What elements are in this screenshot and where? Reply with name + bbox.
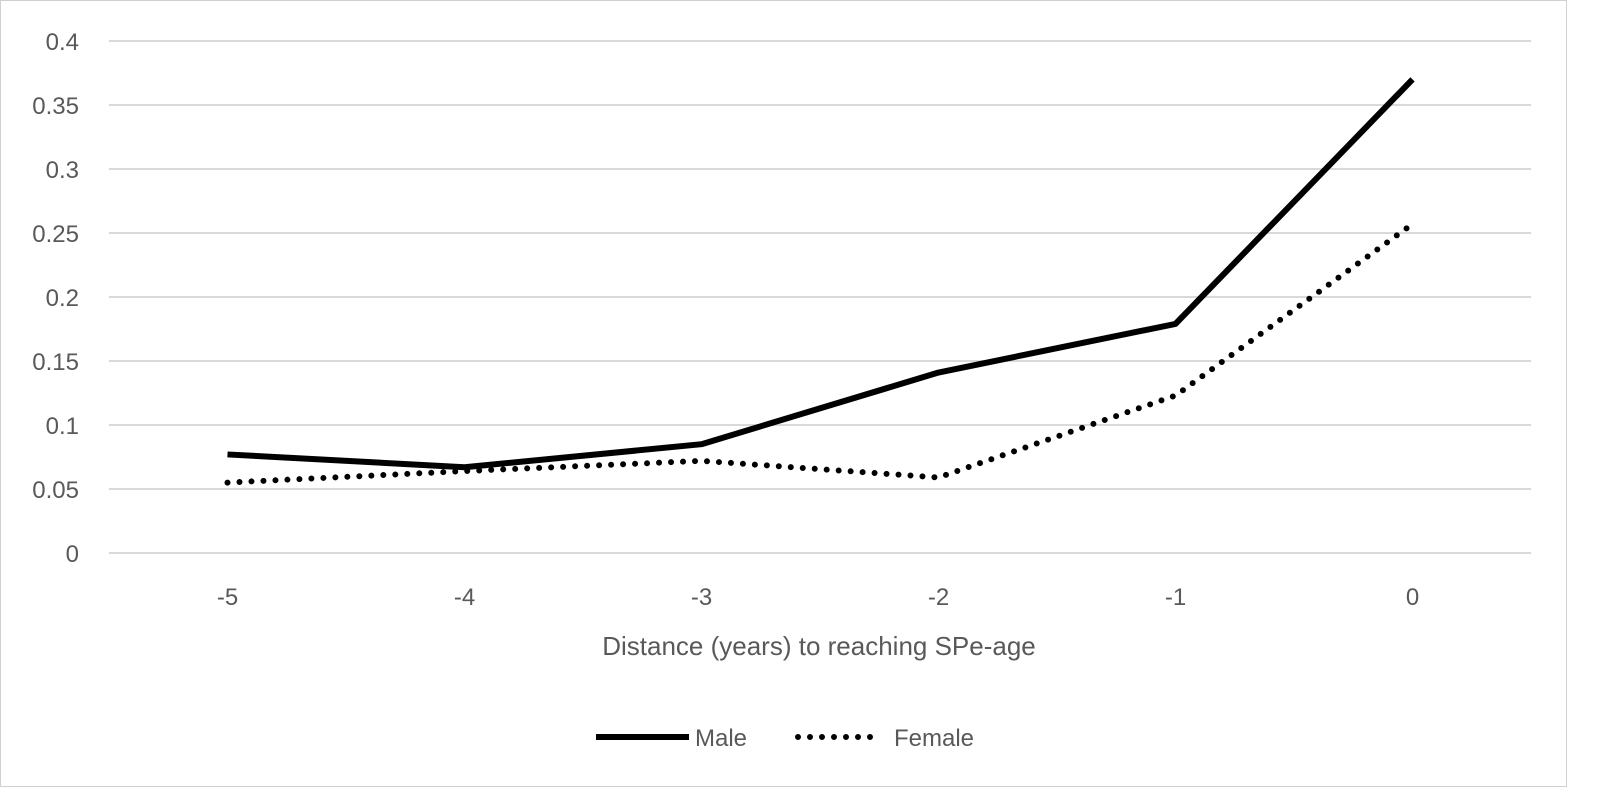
y-tick-label: 0 xyxy=(66,541,79,568)
chart-frame: 0 0.05 0.1 0.15 0.2 0.25 0.3 0.35 0.4 -5 -4 -3 -2 -1… xyxy=(0,0,1567,787)
x-tick-label: -1 xyxy=(1165,584,1186,611)
x-tick-label: 0 xyxy=(1406,584,1419,611)
x-tick-label: -5 xyxy=(217,584,238,611)
y-tick-label: 0.2 xyxy=(46,285,79,312)
x-tick-label: -2 xyxy=(928,584,949,611)
y-tick-label: 0.3 xyxy=(46,157,79,184)
y-tick-label: 0.1 xyxy=(46,413,79,440)
series-lines xyxy=(224,77,1416,486)
legend: Male Female xyxy=(596,725,974,752)
series-line-male xyxy=(227,77,1415,471)
y-tick-label: 0.25 xyxy=(32,221,79,248)
y-tick-label: 0.05 xyxy=(32,477,79,504)
y-tick-label: 0.15 xyxy=(32,349,79,376)
y-tick-label: 0.35 xyxy=(32,93,79,120)
gridlines xyxy=(109,40,1531,554)
x-axis-ticks: -5 -4 -3 -2 -1 0 xyxy=(217,584,1419,611)
x-tick-label: -3 xyxy=(691,584,712,611)
x-axis-label: Distance (years) to reaching SPe-age xyxy=(602,631,1036,661)
y-tick-label: 0.4 xyxy=(46,29,79,56)
legend-female-label: Female xyxy=(894,725,974,752)
x-tick-label: -4 xyxy=(454,584,475,611)
line-chart: 0 0.05 0.1 0.15 0.2 0.25 0.3 0.35 0.4 -5 -4 -3 -2 -1… xyxy=(32,29,1531,752)
legend-male-label: Male xyxy=(695,725,747,752)
y-axis-ticks: 0 0.05 0.1 0.15 0.2 0.25 0.3 0.35 0.4 xyxy=(32,29,79,568)
